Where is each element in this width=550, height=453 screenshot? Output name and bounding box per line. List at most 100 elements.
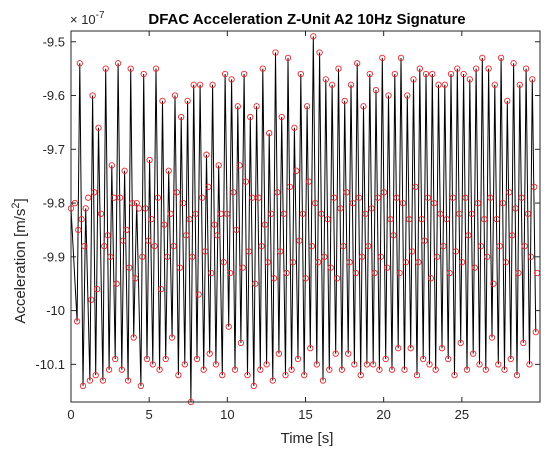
secondary-marker — [418, 216, 425, 223]
peak-marker — [253, 103, 260, 110]
peak-marker — [118, 366, 125, 373]
secondary-marker — [431, 199, 438, 207]
secondary-marker — [315, 259, 322, 266]
secondary-marker — [270, 275, 278, 282]
peak-marker — [491, 81, 498, 88]
x-tick-label: 20 — [376, 407, 390, 422]
secondary-marker — [471, 264, 478, 271]
secondary-marker — [142, 205, 149, 212]
peak-marker — [108, 162, 115, 169]
secondary-marker — [286, 183, 294, 191]
peak-marker — [257, 366, 264, 373]
peak-marker — [435, 81, 442, 88]
secondary-marker — [337, 205, 344, 212]
secondary-marker — [380, 189, 388, 196]
secondary-marker — [321, 253, 328, 260]
peak-marker — [438, 345, 446, 352]
peak-marker — [357, 371, 364, 379]
peak-marker — [282, 371, 289, 379]
secondary-marker — [97, 210, 105, 217]
secondary-marker — [230, 189, 237, 196]
secondary-marker — [527, 253, 535, 260]
peak-marker — [114, 60, 122, 67]
peak-marker — [206, 350, 213, 357]
secondary-marker — [78, 216, 85, 223]
peak-marker — [149, 361, 156, 368]
peak-marker — [341, 97, 348, 105]
peak-marker — [345, 350, 352, 357]
peak-marker — [360, 103, 367, 110]
series-line — [70, 36, 537, 403]
secondary-marker — [490, 280, 497, 287]
peak-marker — [95, 124, 102, 131]
secondary-marker — [502, 259, 510, 266]
secondary-marker — [81, 242, 88, 250]
secondary-marker — [161, 221, 168, 228]
peak-marker — [291, 124, 298, 131]
secondary-marker — [374, 194, 382, 201]
secondary-marker — [199, 194, 206, 201]
peak-marker — [520, 339, 527, 347]
secondary-marker — [458, 259, 466, 266]
secondary-marker — [368, 205, 375, 212]
peak-marker — [112, 355, 119, 363]
secondary-marker — [220, 259, 227, 266]
secondary-marker — [312, 199, 319, 207]
peak-marker — [395, 345, 402, 352]
secondary-marker — [180, 199, 187, 207]
peak-marker — [470, 350, 477, 357]
secondary-marker — [104, 232, 111, 239]
secondary-marker — [249, 194, 256, 201]
y-tick-label: -10.1 — [35, 357, 65, 372]
secondary-marker — [352, 269, 359, 277]
y-axis-label-group: Acceleration [m/s2] — [10, 198, 29, 323]
peak-marker — [127, 65, 134, 72]
secondary-marker — [427, 275, 435, 282]
secondary-marker — [107, 253, 114, 260]
y-exponent-power: -7 — [96, 10, 105, 21]
peak-marker — [124, 377, 132, 384]
peak-marker — [335, 65, 342, 72]
y-exponent-base: × 10 — [70, 12, 96, 27]
secondary-marker — [305, 178, 312, 185]
peak-marker — [488, 334, 496, 341]
secondary-marker — [396, 269, 403, 277]
peak-marker — [137, 382, 145, 390]
peak-marker — [322, 76, 329, 83]
peak-marker — [143, 355, 151, 363]
x-axis-label: Time [s] — [281, 430, 334, 447]
secondary-marker — [239, 264, 246, 271]
peak-marker — [316, 49, 323, 56]
peak-marker — [259, 65, 266, 72]
secondary-marker — [509, 232, 516, 239]
secondary-marker — [443, 216, 450, 223]
y-axis-label-main: Acceleration [m/s — [12, 209, 29, 324]
y-tick-label: -9.6 — [43, 88, 65, 103]
peak-marker — [351, 361, 358, 368]
peak-marker — [152, 65, 160, 72]
peak-marker — [175, 371, 182, 379]
secondary-marker — [487, 194, 494, 201]
peak-marker — [479, 54, 486, 62]
peak-marker — [73, 318, 81, 325]
secondary-marker — [75, 226, 82, 234]
peak-marker — [86, 377, 94, 384]
peak-marker — [181, 361, 188, 368]
secondary-marker — [274, 189, 281, 196]
peak-marker — [231, 366, 239, 373]
peak-marker — [363, 361, 371, 368]
peak-marker — [328, 81, 336, 88]
x-tick-label: 0 — [67, 407, 74, 422]
peak-marker — [171, 92, 179, 99]
peak-marker — [432, 366, 439, 373]
secondary-marker — [164, 253, 171, 260]
secondary-marker — [330, 194, 338, 201]
secondary-marker — [236, 162, 243, 169]
svg-text:× 10-7: × 10-7 — [70, 10, 105, 27]
peak-marker — [92, 371, 99, 379]
secondary-marker — [123, 226, 130, 234]
peak-marker — [522, 65, 530, 72]
secondary-marker — [167, 210, 174, 217]
secondary-marker — [415, 259, 422, 266]
